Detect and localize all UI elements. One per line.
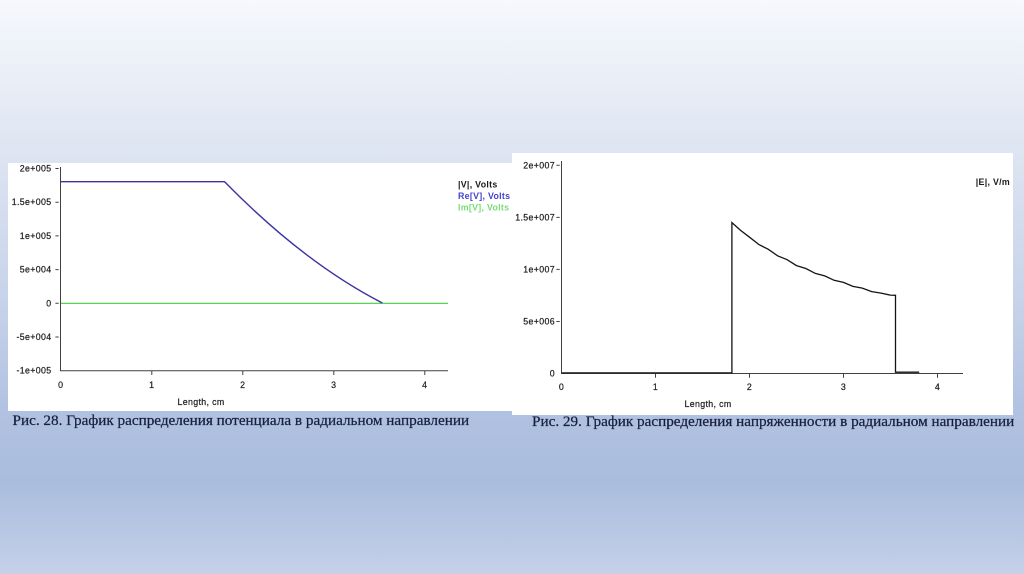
svg-text:3: 3 bbox=[841, 382, 846, 392]
svg-text:4: 4 bbox=[422, 380, 427, 390]
svg-text:1.5e+007: 1.5e+007 bbox=[515, 212, 555, 222]
svg-text:1: 1 bbox=[149, 380, 154, 390]
svg-text:|V|, Volts: |V|, Volts bbox=[458, 180, 498, 190]
svg-text:2: 2 bbox=[240, 380, 245, 390]
svg-text:Im[V], Volts: Im[V], Volts bbox=[458, 203, 509, 213]
svg-text:2: 2 bbox=[747, 382, 752, 392]
svg-text:4: 4 bbox=[935, 382, 940, 392]
svg-text:5e+006: 5e+006 bbox=[523, 317, 555, 327]
svg-text:0: 0 bbox=[58, 380, 63, 390]
svg-text:-1e+005: -1e+005 bbox=[17, 366, 52, 376]
svg-text:1e+007: 1e+007 bbox=[523, 264, 555, 274]
svg-text:Length, cm: Length, cm bbox=[684, 399, 731, 409]
svg-text:1.5e+005: 1.5e+005 bbox=[12, 197, 52, 207]
svg-text:0: 0 bbox=[550, 369, 555, 379]
svg-text:Length, cm: Length, cm bbox=[177, 397, 224, 407]
svg-text:0: 0 bbox=[46, 298, 51, 308]
svg-text:1: 1 bbox=[653, 382, 658, 392]
svg-text:3: 3 bbox=[331, 380, 336, 390]
svg-text:2e+005: 2e+005 bbox=[20, 164, 52, 174]
svg-text:-5e+004: -5e+004 bbox=[17, 332, 52, 342]
svg-text:1e+005: 1e+005 bbox=[20, 231, 52, 241]
svg-text:|E|, V/m: |E|, V/m bbox=[976, 177, 1010, 187]
svg-text:2e+007: 2e+007 bbox=[523, 160, 555, 170]
svg-text:Re[V], Volts: Re[V], Volts bbox=[458, 191, 510, 201]
svg-text:5e+004: 5e+004 bbox=[20, 265, 52, 275]
svg-text:0: 0 bbox=[559, 382, 564, 392]
